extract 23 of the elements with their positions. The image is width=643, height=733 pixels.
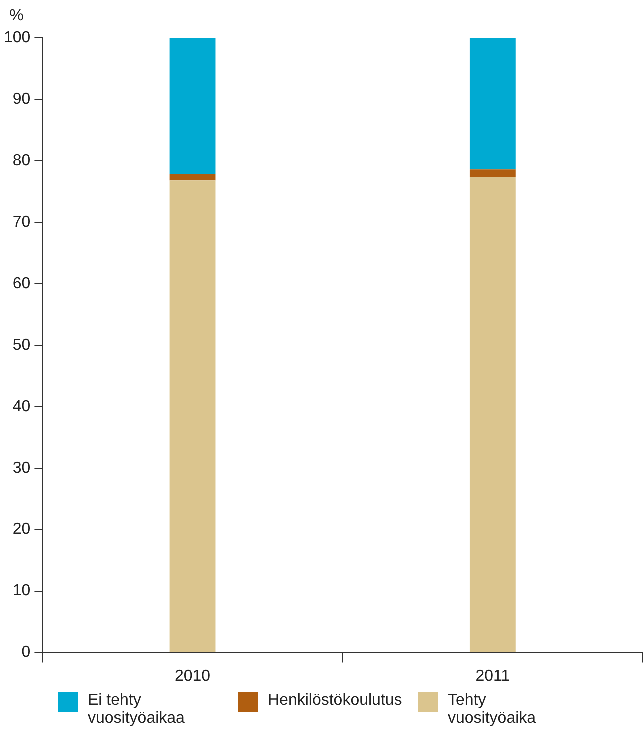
y-axis-title: %	[10, 7, 24, 24]
x-tick-label: 2011	[476, 668, 510, 685]
bar	[170, 180, 216, 652]
bar	[470, 170, 516, 178]
bar	[170, 174, 216, 181]
legend-label: Tehty vuosityöaika	[448, 692, 538, 728]
y-tick-label: 70	[12, 214, 31, 231]
bar	[170, 38, 216, 174]
y-tick-label: 40	[12, 398, 31, 416]
y-tick-label: 100	[4, 29, 31, 46]
y-tick-label: 30	[12, 460, 31, 477]
y-tick-label: 60	[12, 275, 31, 292]
y-tick-label: 90	[12, 90, 31, 108]
y-tick-label: 80	[12, 152, 31, 170]
y-tick-label: 10	[12, 582, 31, 600]
y-tick-label: 0	[22, 644, 31, 662]
legend-label: Henkilöstökoulutus	[268, 692, 402, 710]
bar	[470, 178, 516, 652]
y-tick-label: 50	[12, 336, 31, 354]
x-tick-label: 2010	[174, 668, 211, 685]
y-tick-label: 20	[12, 521, 31, 538]
legend-label: Ei tehty vuosityöaikaa	[88, 692, 186, 728]
bar	[470, 38, 516, 170]
